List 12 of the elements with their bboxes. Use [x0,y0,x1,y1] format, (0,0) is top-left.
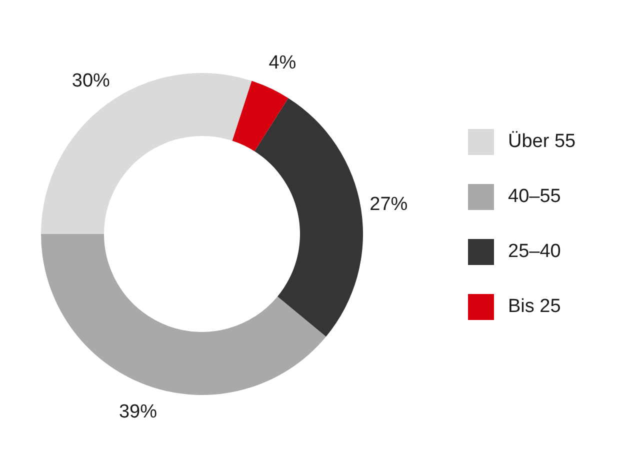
legend-label: Bis 25 [508,296,561,318]
data-label: 39% [118,401,158,422]
data-label: 4% [268,52,296,74]
legend-label: Über 55 [508,131,576,153]
donut-slice [41,234,326,395]
donut-slice [41,73,252,234]
legend-label: 40–55 [508,186,561,208]
data-label: 30% [72,70,110,92]
donut-slice [254,98,363,337]
donut-slice [232,80,288,152]
data-label: 27% [370,194,408,215]
legend-label: 25–40 [508,241,561,263]
